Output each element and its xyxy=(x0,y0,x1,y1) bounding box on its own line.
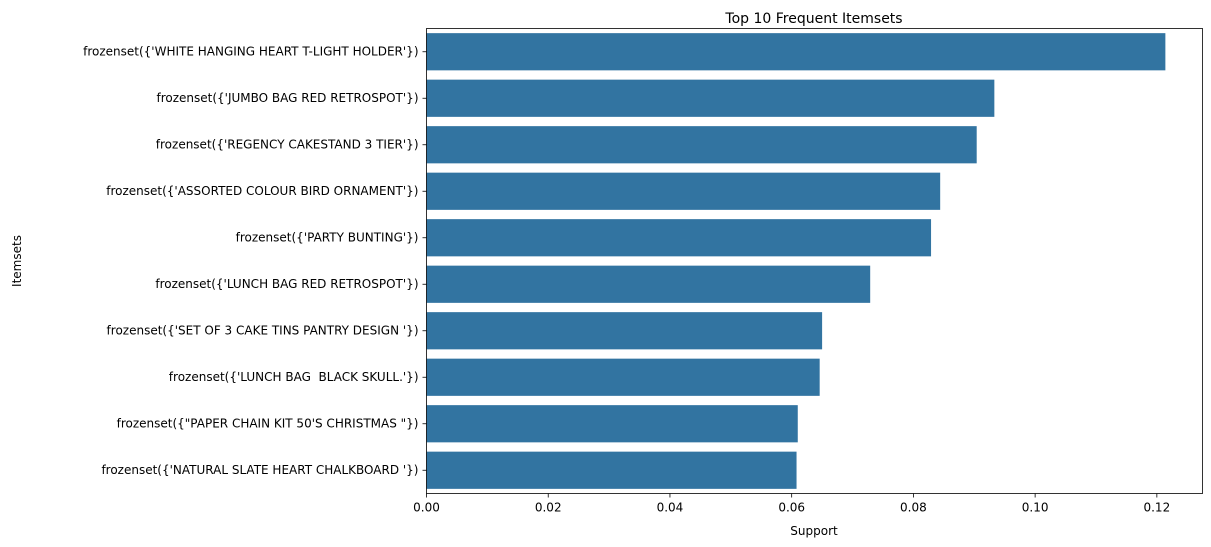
bar xyxy=(426,451,797,489)
y-tick-label: frozenset({'SET OF 3 CAKE TINS PANTRY DE… xyxy=(107,323,419,337)
y-axis-label: Itemsets xyxy=(10,235,24,287)
bar xyxy=(426,219,932,257)
chart-title: Top 10 Frequent Itemsets xyxy=(724,11,902,27)
bar xyxy=(426,79,995,117)
x-tick-label: 0.06 xyxy=(778,501,805,515)
y-tick-label: frozenset({'LUNCH BAG RED RETROSPOT'}) xyxy=(155,277,418,291)
x-tick-label: 0.04 xyxy=(657,501,684,515)
bars-group xyxy=(426,33,1166,489)
bar xyxy=(426,358,820,396)
bar xyxy=(426,33,1166,71)
bar xyxy=(426,265,871,303)
y-tick-label: frozenset({'NATURAL SLATE HEART CHALKBOA… xyxy=(101,463,418,477)
bar xyxy=(426,126,977,164)
y-tick-labels: frozenset({'WHITE HANGING HEART T-LIGHT … xyxy=(83,44,427,477)
y-tick-label: frozenset({'JUMBO BAG RED RETROSPOT'}) xyxy=(156,91,418,105)
bar xyxy=(426,172,941,210)
x-tick-label: 0.08 xyxy=(900,501,927,515)
x-axis-label: Support xyxy=(790,524,838,538)
x-tick-label: 0.12 xyxy=(1143,501,1170,515)
y-tick-label: frozenset({'LUNCH BAG BLACK SKULL.'}) xyxy=(169,370,419,384)
y-tick-label: frozenset({'PARTY BUNTING'}) xyxy=(236,230,419,244)
y-tick-label: frozenset({'WHITE HANGING HEART T-LIGHT … xyxy=(83,44,418,58)
x-ticks: 0.00 0.02 0.04 0.06 0.08 0.10 0.12 xyxy=(413,493,1170,515)
bar xyxy=(426,312,823,350)
y-tick-label: frozenset({"PAPER CHAIN KIT 50'S CHRISTM… xyxy=(117,416,419,430)
x-tick-label: 0.00 xyxy=(413,501,440,515)
x-tick-label: 0.02 xyxy=(535,501,562,515)
plot-frame xyxy=(426,28,1203,494)
y-tick-label: frozenset({'ASSORTED COLOUR BIRD ORNAMEN… xyxy=(106,184,418,198)
bar xyxy=(426,405,798,443)
x-tick-label: 0.10 xyxy=(1022,501,1049,515)
y-tick-label: frozenset({'REGENCY CAKESTAND 3 TIER'}) xyxy=(156,137,419,151)
